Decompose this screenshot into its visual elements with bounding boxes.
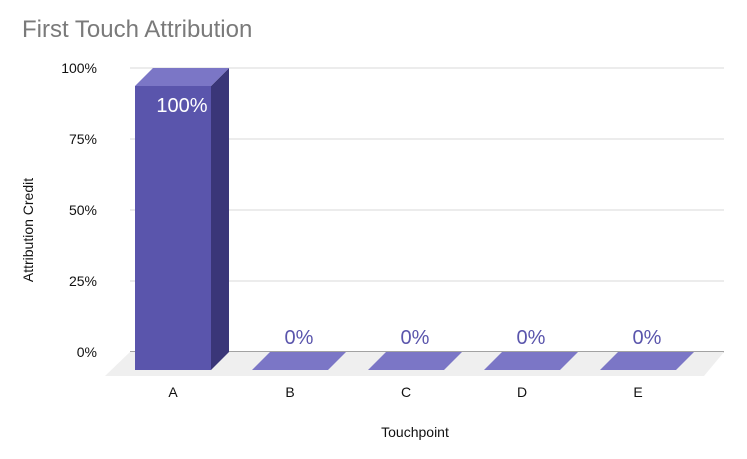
bar-data-label: 0% (517, 327, 546, 349)
y-tick-label: 0% (77, 344, 97, 360)
x-axis-title: Touchpoint (381, 424, 449, 440)
x-tick-label: B (285, 384, 294, 400)
bar-side (211, 68, 229, 370)
x-tick-label: A (168, 384, 178, 400)
y-tick-label: 75% (69, 131, 97, 147)
y-tick-label: 25% (69, 273, 97, 289)
y-tick-label: 100% (61, 60, 97, 76)
bar-top (368, 352, 462, 370)
bar-top (600, 352, 694, 370)
bar-data-label: 0% (401, 327, 430, 349)
y-axis-title: Attribution Credit (20, 178, 36, 282)
bar-data-label: 0% (633, 327, 662, 349)
y-tick-label: 50% (69, 202, 97, 218)
bar-front (135, 86, 211, 370)
chart-title: First Touch Attribution (22, 16, 253, 43)
bar-top (252, 352, 346, 370)
x-tick-label: E (633, 384, 642, 400)
bar-top (484, 352, 578, 370)
bar-data-label: 0% (285, 327, 314, 349)
bar-data-label: 100% (156, 95, 207, 117)
bar-top (135, 68, 229, 86)
x-tick-label: C (401, 384, 411, 400)
x-tick-label: D (517, 384, 527, 400)
